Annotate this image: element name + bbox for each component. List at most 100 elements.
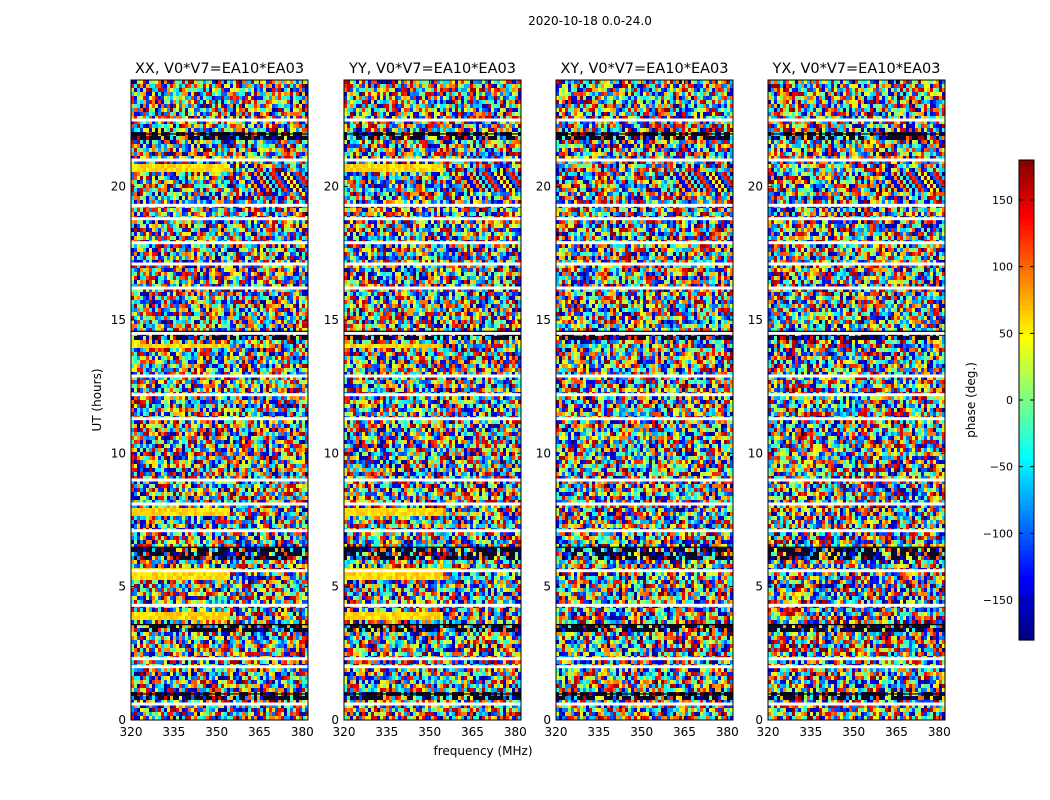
colorbar-segment bbox=[1019, 355, 1034, 361]
colorbar-segment bbox=[1019, 220, 1034, 226]
flag-gap bbox=[344, 118, 521, 122]
flag-gap bbox=[344, 158, 521, 162]
flag-gap bbox=[344, 417, 521, 421]
x-tick-label: 350 bbox=[205, 725, 228, 739]
colorbar-segment bbox=[1019, 345, 1034, 351]
x-tick-label: 335 bbox=[162, 725, 185, 739]
colorbar-segment bbox=[1019, 375, 1034, 381]
flag-dark-line bbox=[556, 624, 733, 626]
colorbar-segment bbox=[1019, 470, 1034, 476]
x-tick-label: 365 bbox=[885, 725, 908, 739]
colorbar-segment bbox=[1019, 445, 1034, 451]
x-axis-label: frequency (MHz) bbox=[433, 744, 532, 758]
flag-dark-line bbox=[344, 624, 521, 626]
flag-gap bbox=[556, 702, 733, 706]
colorbar-segment bbox=[1019, 205, 1034, 211]
colorbar-segment bbox=[1019, 450, 1034, 456]
colorbar-segment bbox=[1019, 560, 1034, 566]
colorbar-segment bbox=[1019, 235, 1034, 241]
colorbar-segment bbox=[1019, 315, 1034, 321]
colorbar-segment bbox=[1019, 525, 1034, 531]
y-tick-label: 10 bbox=[748, 446, 763, 460]
colorbar-segment bbox=[1019, 210, 1034, 216]
flag-gap bbox=[768, 158, 945, 162]
flag-gap bbox=[768, 331, 945, 335]
colorbar-segment bbox=[1019, 420, 1034, 426]
colorbar-segment bbox=[1019, 270, 1034, 276]
colorbar-segment bbox=[1019, 460, 1034, 466]
flag-gap bbox=[131, 286, 308, 290]
colorbar-tick-label: −150 bbox=[983, 594, 1013, 607]
colorbar-segment bbox=[1019, 425, 1034, 431]
colorbar-segment bbox=[1019, 365, 1034, 371]
x-tick-label: 380 bbox=[504, 725, 527, 739]
colorbar-segment bbox=[1019, 290, 1034, 296]
colorbar-segment bbox=[1019, 475, 1034, 481]
flag-gap bbox=[768, 569, 945, 573]
colorbar-segment bbox=[1019, 255, 1034, 261]
flag-gap bbox=[556, 374, 733, 378]
y-tick-label: 0 bbox=[118, 713, 126, 727]
x-tick-label: 365 bbox=[673, 725, 696, 739]
colorbar-segment bbox=[1019, 630, 1034, 636]
flag-gap bbox=[131, 529, 308, 533]
colorbar-segment bbox=[1019, 175, 1034, 181]
flag-dark-line bbox=[131, 133, 308, 135]
colorbar-segment bbox=[1019, 380, 1034, 386]
y-tick-label: 20 bbox=[111, 180, 126, 194]
y-tick-label: 0 bbox=[755, 713, 763, 727]
y-tick-label: 10 bbox=[324, 446, 339, 460]
flag-gap bbox=[131, 203, 308, 207]
colorbar-segment bbox=[1019, 280, 1034, 286]
x-tick-label: 320 bbox=[545, 725, 568, 739]
flag-gap bbox=[768, 529, 945, 533]
colorbar-tick-label: 100 bbox=[992, 261, 1013, 274]
colorbar-segment bbox=[1019, 490, 1034, 496]
flag-gap bbox=[131, 331, 308, 335]
x-tick-label: 350 bbox=[842, 725, 865, 739]
y-tick-label: 20 bbox=[536, 180, 551, 194]
flag-gap bbox=[556, 262, 733, 266]
colorbar-segment bbox=[1019, 580, 1034, 586]
colorbar-segment bbox=[1019, 260, 1034, 266]
panel-title: YX, V0*V7=EA10*EA03 bbox=[771, 61, 940, 77]
colorbar-segment bbox=[1019, 225, 1034, 231]
flag-dark-line bbox=[131, 693, 308, 695]
panel-title: XY, V0*V7=EA10*EA03 bbox=[560, 61, 728, 77]
panel-title: XX, V0*V7=EA10*EA03 bbox=[135, 61, 304, 77]
colorbar-segment bbox=[1019, 510, 1034, 516]
flag-gap bbox=[556, 478, 733, 482]
flag-dark-line bbox=[556, 693, 733, 695]
flag-gap bbox=[768, 478, 945, 482]
flag-gap bbox=[131, 262, 308, 266]
colorbar-segment bbox=[1019, 230, 1034, 236]
flag-dark-line bbox=[768, 133, 945, 135]
colorbar-segment bbox=[1019, 310, 1034, 316]
colorbar-segment bbox=[1019, 455, 1034, 461]
colorbar-segment bbox=[1019, 390, 1034, 396]
colorbar-segment bbox=[1019, 285, 1034, 291]
flag-gap bbox=[556, 203, 733, 207]
x-tick-label: 320 bbox=[757, 725, 780, 739]
flag-gap bbox=[131, 417, 308, 421]
colorbar-segment bbox=[1019, 585, 1034, 591]
y-tick-label: 20 bbox=[748, 180, 763, 194]
colorbar-segment bbox=[1019, 550, 1034, 556]
flag-gap bbox=[131, 158, 308, 162]
flag-gap bbox=[131, 657, 308, 661]
y-tick-label: 15 bbox=[536, 313, 551, 327]
colorbar-segment bbox=[1019, 590, 1034, 596]
flag-dark-line bbox=[768, 330, 945, 332]
flag-gap bbox=[768, 118, 945, 122]
colorbar-segment bbox=[1019, 350, 1034, 356]
colorbar-segment bbox=[1019, 215, 1034, 221]
x-tick-label: 335 bbox=[375, 725, 398, 739]
panel-3: XY, V0*V7=EA10*EA03 320 335 350 365 380 0 5 10 15… bbox=[536, 61, 739, 739]
colorbar-segment bbox=[1019, 275, 1034, 281]
flag-gap bbox=[344, 217, 521, 221]
flag-gap bbox=[131, 478, 308, 482]
flag-dark-line bbox=[768, 546, 945, 548]
x-tick-label: 365 bbox=[248, 725, 271, 739]
colorbar-segment bbox=[1019, 570, 1034, 576]
x-tick-label: 380 bbox=[928, 725, 951, 739]
